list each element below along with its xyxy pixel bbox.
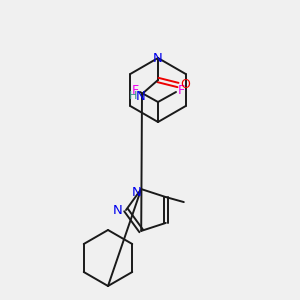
Text: F: F (131, 85, 139, 98)
Text: N: N (113, 203, 123, 217)
Text: F: F (177, 85, 184, 98)
Text: N: N (153, 52, 163, 64)
Text: O: O (180, 79, 190, 92)
Text: N: N (131, 186, 141, 199)
Text: N: N (136, 89, 146, 103)
Text: H: H (129, 91, 137, 101)
